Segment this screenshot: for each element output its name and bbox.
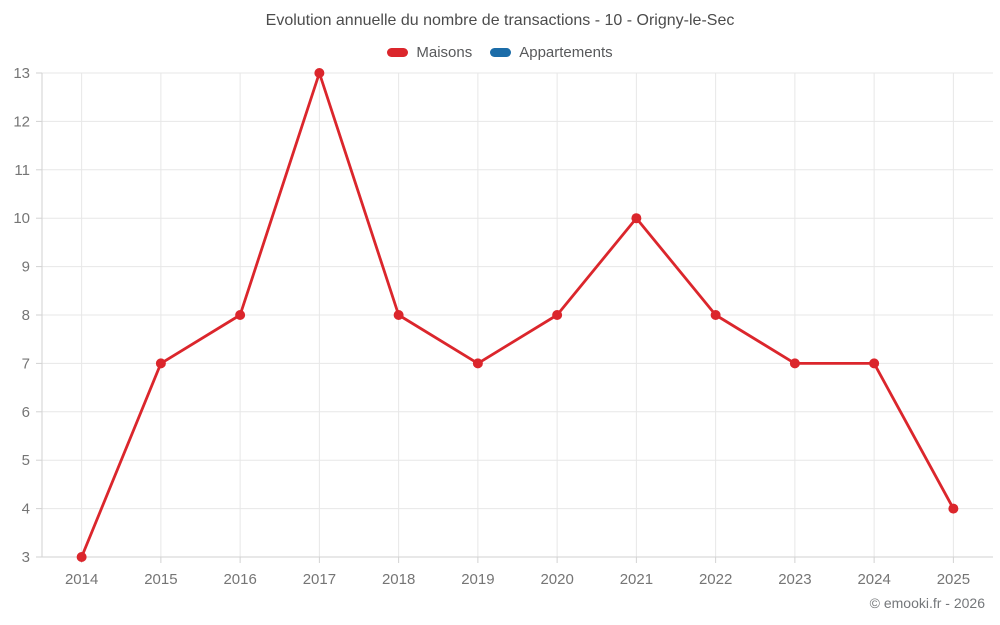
- x-tick-label: 2023: [778, 571, 811, 588]
- x-tick-label: 2018: [382, 571, 415, 588]
- data-point-maisons: [869, 358, 880, 369]
- data-point-maisons: [552, 310, 563, 320]
- x-tick-label: 2015: [144, 571, 177, 588]
- y-tick-label: 12: [13, 113, 30, 130]
- y-tick-label: 8: [22, 307, 30, 324]
- y-tick-label: 3: [22, 549, 30, 566]
- data-point-maisons: [472, 358, 483, 369]
- maisons-swatch-icon: [387, 48, 409, 57]
- y-tick-label: 5: [22, 452, 30, 469]
- y-tick-label: 11: [14, 162, 30, 179]
- data-point-maisons: [948, 503, 959, 514]
- legend-item-maisons[interactable]: Maisons: [387, 44, 472, 61]
- data-point-maisons: [710, 310, 721, 320]
- data-point-maisons: [393, 310, 404, 320]
- x-tick-label: 2014: [65, 571, 98, 588]
- x-tick-label: 2022: [699, 571, 732, 588]
- y-tick-label: 9: [22, 259, 30, 276]
- series-line-maisons: [80, 71, 955, 559]
- legend-item-appartements[interactable]: Appartements: [490, 44, 613, 61]
- data-point-maisons: [789, 358, 800, 369]
- x-tick-label: 2024: [857, 571, 890, 588]
- data-point-maisons: [76, 552, 87, 562]
- x-tick-label: 2016: [223, 571, 256, 588]
- y-tick-label: 13: [13, 65, 30, 82]
- copyright-footer: © emooki.fr - 2026: [869, 595, 985, 611]
- x-tick-label: 2025: [937, 571, 970, 588]
- x-tick-label: 2017: [303, 571, 336, 588]
- chart-legend: Maisons Appartements: [0, 44, 1000, 61]
- appartements-swatch-icon: [490, 48, 512, 57]
- y-tick-label: 10: [13, 210, 30, 227]
- data-point-maisons: [314, 68, 325, 78]
- data-point-maisons: [235, 310, 246, 320]
- y-tick-label: 4: [22, 501, 30, 518]
- data-point-maisons: [155, 358, 166, 369]
- y-tick-label: 7: [22, 355, 30, 372]
- x-tick-label: 2020: [540, 571, 573, 588]
- chart-title: Evolution annuelle du nombre de transact…: [265, 12, 735, 29]
- data-point-maisons: [631, 213, 642, 224]
- legend-label-maisons: Maisons: [416, 44, 473, 61]
- legend-label-appartements: Appartements: [519, 44, 613, 61]
- y-tick-label: 6: [22, 404, 30, 421]
- x-tick-label: 2021: [620, 571, 653, 588]
- x-tick-label: 2019: [461, 571, 494, 588]
